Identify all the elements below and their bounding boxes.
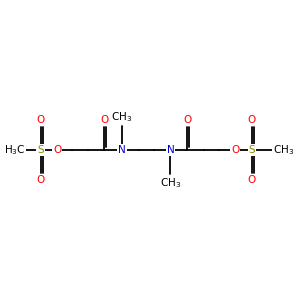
Text: CH$_3$: CH$_3$: [160, 176, 181, 190]
Text: S: S: [37, 145, 44, 155]
Text: O: O: [100, 115, 108, 125]
Text: O: O: [37, 115, 45, 125]
Text: N: N: [167, 145, 174, 155]
Text: S: S: [248, 145, 255, 155]
Text: O: O: [231, 145, 239, 155]
Text: O: O: [248, 175, 256, 185]
Text: N: N: [118, 145, 126, 155]
Text: O: O: [37, 175, 45, 185]
Text: O: O: [183, 115, 192, 125]
Text: O: O: [248, 115, 256, 125]
Text: CH$_3$: CH$_3$: [272, 143, 294, 157]
Text: H$_3$C: H$_3$C: [4, 143, 26, 157]
Text: O: O: [53, 145, 61, 155]
Text: CH$_3$: CH$_3$: [112, 110, 133, 124]
